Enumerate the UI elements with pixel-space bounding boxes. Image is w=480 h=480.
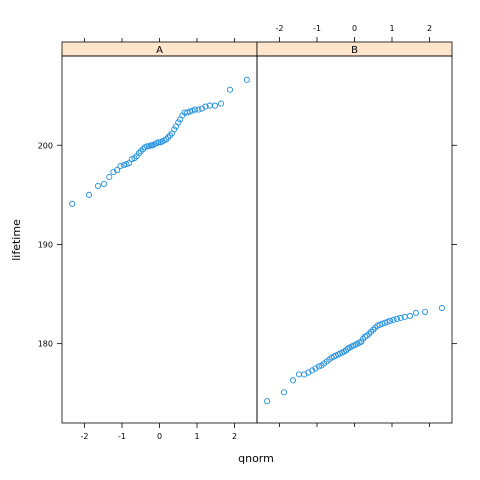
panel-B: B bbox=[256, 41, 453, 424]
data-point bbox=[438, 304, 445, 311]
data-point bbox=[139, 146, 147, 153]
data-point bbox=[342, 347, 349, 354]
data-point bbox=[69, 200, 76, 207]
data-point bbox=[315, 363, 322, 370]
data-point bbox=[175, 119, 182, 126]
data-point bbox=[195, 106, 202, 113]
data-point bbox=[85, 191, 93, 198]
data-point bbox=[390, 316, 397, 323]
y-axis-title: lifetime bbox=[10, 219, 23, 261]
data-point bbox=[165, 134, 172, 141]
data-point bbox=[381, 319, 388, 326]
data-point bbox=[106, 173, 113, 181]
data-point bbox=[412, 309, 420, 316]
strip-label-A: A bbox=[156, 45, 163, 56]
data-point bbox=[406, 312, 414, 319]
data-point bbox=[264, 398, 271, 405]
data-point bbox=[393, 315, 400, 322]
x-tick-label: 1 bbox=[389, 24, 394, 33]
data-point bbox=[135, 150, 142, 157]
data-point bbox=[202, 103, 209, 110]
data-point bbox=[384, 318, 391, 325]
data-point bbox=[366, 330, 373, 337]
data-point bbox=[163, 136, 170, 143]
data-point bbox=[387, 317, 394, 324]
data-point bbox=[120, 162, 127, 169]
data-point bbox=[114, 167, 121, 174]
panel-frame-A bbox=[61, 55, 258, 424]
data-point bbox=[226, 86, 234, 93]
data-point bbox=[309, 367, 316, 374]
data-point bbox=[358, 338, 365, 345]
x-tick-label: 2 bbox=[427, 24, 432, 33]
data-point bbox=[280, 389, 288, 396]
data-point bbox=[171, 126, 178, 133]
data-point bbox=[397, 314, 404, 321]
x-tick-label: 1 bbox=[194, 432, 199, 441]
data-point bbox=[100, 180, 108, 187]
strip-label-B: B bbox=[351, 45, 358, 56]
data-point bbox=[211, 102, 219, 109]
data-point bbox=[312, 365, 319, 372]
panel-A: A bbox=[61, 41, 258, 424]
x-axis-title: qnorm bbox=[238, 452, 274, 465]
data-point bbox=[243, 76, 250, 83]
data-point bbox=[192, 106, 199, 113]
data-point bbox=[94, 182, 102, 189]
data-point bbox=[147, 142, 154, 149]
data-point bbox=[155, 139, 162, 146]
x-tick-label: 0 bbox=[157, 432, 162, 441]
x-tick-label: 0 bbox=[352, 24, 357, 33]
data-point bbox=[117, 163, 124, 170]
data-point bbox=[379, 320, 386, 327]
data-point bbox=[186, 108, 193, 115]
data-point bbox=[184, 109, 191, 116]
data-point bbox=[189, 107, 196, 114]
data-point bbox=[144, 143, 151, 150]
y-tick-label: 200 bbox=[38, 141, 53, 150]
x-tick-label: -1 bbox=[313, 24, 321, 33]
data-point bbox=[421, 308, 429, 315]
data-point bbox=[360, 335, 367, 342]
y-tick-label: 180 bbox=[38, 340, 53, 349]
data-point bbox=[123, 161, 130, 168]
data-point bbox=[289, 377, 297, 384]
data-point bbox=[370, 326, 377, 333]
panel-frame-B bbox=[256, 55, 453, 424]
data-point bbox=[166, 132, 174, 139]
x-tick-label: -2 bbox=[276, 24, 284, 33]
y-tick-label: 190 bbox=[38, 240, 53, 249]
x-tick-label: -2 bbox=[81, 432, 89, 441]
data-point bbox=[217, 100, 225, 107]
data-point bbox=[376, 321, 383, 328]
x-tick-label: 2 bbox=[232, 432, 237, 441]
data-point bbox=[295, 371, 303, 378]
x-tick-label: -1 bbox=[118, 432, 126, 441]
axes-layer: -2 -1 0 1 2 -2 -1 0 1 2 180 190 200 bbox=[38, 24, 457, 441]
data-point bbox=[128, 156, 135, 163]
